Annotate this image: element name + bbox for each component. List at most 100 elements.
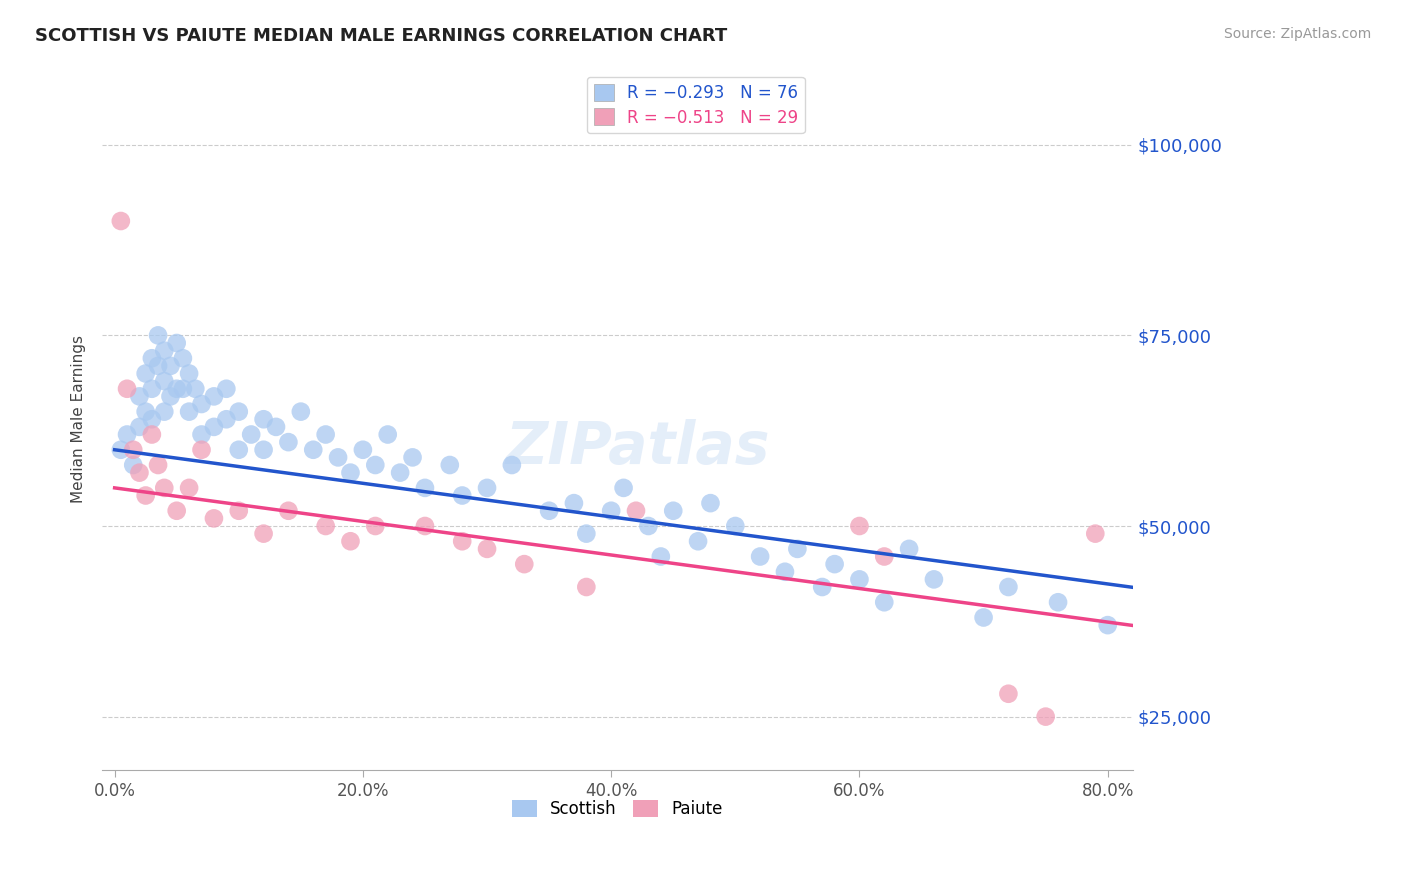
Point bbox=[146, 458, 169, 472]
Point bbox=[315, 427, 337, 442]
Point bbox=[215, 382, 238, 396]
Point bbox=[600, 504, 623, 518]
Point bbox=[277, 435, 299, 450]
Point bbox=[848, 519, 870, 533]
Y-axis label: Median Male Earnings: Median Male Earnings bbox=[72, 335, 86, 503]
Point bbox=[153, 404, 176, 418]
Point bbox=[538, 504, 561, 518]
Point bbox=[179, 481, 201, 495]
Point bbox=[1035, 709, 1057, 723]
Point bbox=[724, 519, 747, 533]
Point bbox=[228, 504, 250, 518]
Point bbox=[153, 481, 176, 495]
Point bbox=[686, 534, 709, 549]
Point bbox=[662, 504, 685, 518]
Point bbox=[339, 534, 361, 549]
Point bbox=[277, 504, 299, 518]
Point bbox=[575, 580, 598, 594]
Point bbox=[413, 481, 436, 495]
Point bbox=[153, 343, 176, 358]
Point bbox=[1097, 618, 1119, 632]
Point bbox=[190, 397, 212, 411]
Point bbox=[699, 496, 721, 510]
Point bbox=[562, 496, 585, 510]
Point bbox=[898, 541, 921, 556]
Point bbox=[389, 466, 412, 480]
Point bbox=[413, 519, 436, 533]
Point bbox=[513, 557, 536, 571]
Point bbox=[122, 442, 145, 457]
Point bbox=[624, 504, 647, 518]
Point bbox=[172, 351, 194, 366]
Point bbox=[135, 367, 157, 381]
Point bbox=[575, 526, 598, 541]
Point bbox=[166, 382, 188, 396]
Text: Source: ZipAtlas.com: Source: ZipAtlas.com bbox=[1223, 27, 1371, 41]
Point bbox=[1084, 526, 1107, 541]
Point bbox=[997, 687, 1019, 701]
Point bbox=[240, 427, 263, 442]
Point bbox=[475, 541, 498, 556]
Point bbox=[141, 382, 163, 396]
Point bbox=[252, 412, 274, 426]
Point bbox=[141, 412, 163, 426]
Point bbox=[190, 442, 212, 457]
Point bbox=[922, 573, 945, 587]
Point bbox=[128, 420, 150, 434]
Point bbox=[352, 442, 374, 457]
Point bbox=[786, 541, 808, 556]
Point bbox=[115, 427, 138, 442]
Point bbox=[146, 328, 169, 343]
Point bbox=[179, 404, 201, 418]
Point bbox=[252, 442, 274, 457]
Point bbox=[315, 519, 337, 533]
Text: ZIPatlas: ZIPatlas bbox=[506, 419, 770, 475]
Point bbox=[501, 458, 523, 472]
Point bbox=[650, 549, 672, 564]
Point bbox=[202, 511, 225, 525]
Point bbox=[141, 351, 163, 366]
Point bbox=[401, 450, 423, 465]
Point bbox=[264, 420, 287, 434]
Point bbox=[873, 595, 896, 609]
Point bbox=[451, 489, 474, 503]
Point bbox=[184, 382, 207, 396]
Point bbox=[973, 610, 995, 624]
Point bbox=[115, 382, 138, 396]
Point bbox=[773, 565, 796, 579]
Point bbox=[749, 549, 772, 564]
Point bbox=[159, 359, 181, 373]
Point bbox=[364, 519, 387, 533]
Point bbox=[326, 450, 349, 465]
Point bbox=[110, 442, 132, 457]
Point bbox=[166, 336, 188, 351]
Point bbox=[166, 504, 188, 518]
Point bbox=[439, 458, 461, 472]
Point bbox=[128, 466, 150, 480]
Point bbox=[364, 458, 387, 472]
Point bbox=[811, 580, 834, 594]
Point bbox=[377, 427, 399, 442]
Point bbox=[172, 382, 194, 396]
Point bbox=[637, 519, 659, 533]
Point bbox=[146, 359, 169, 373]
Point bbox=[110, 214, 132, 228]
Point bbox=[202, 389, 225, 403]
Point bbox=[159, 389, 181, 403]
Point bbox=[824, 557, 846, 571]
Point bbox=[128, 389, 150, 403]
Point bbox=[339, 466, 361, 480]
Point bbox=[997, 580, 1019, 594]
Point bbox=[475, 481, 498, 495]
Point bbox=[135, 489, 157, 503]
Point bbox=[1047, 595, 1070, 609]
Point bbox=[202, 420, 225, 434]
Point bbox=[252, 526, 274, 541]
Point bbox=[302, 442, 325, 457]
Point bbox=[873, 549, 896, 564]
Point bbox=[228, 442, 250, 457]
Point bbox=[848, 573, 870, 587]
Point bbox=[451, 534, 474, 549]
Point bbox=[228, 404, 250, 418]
Legend: Scottish, Paiute: Scottish, Paiute bbox=[505, 793, 730, 825]
